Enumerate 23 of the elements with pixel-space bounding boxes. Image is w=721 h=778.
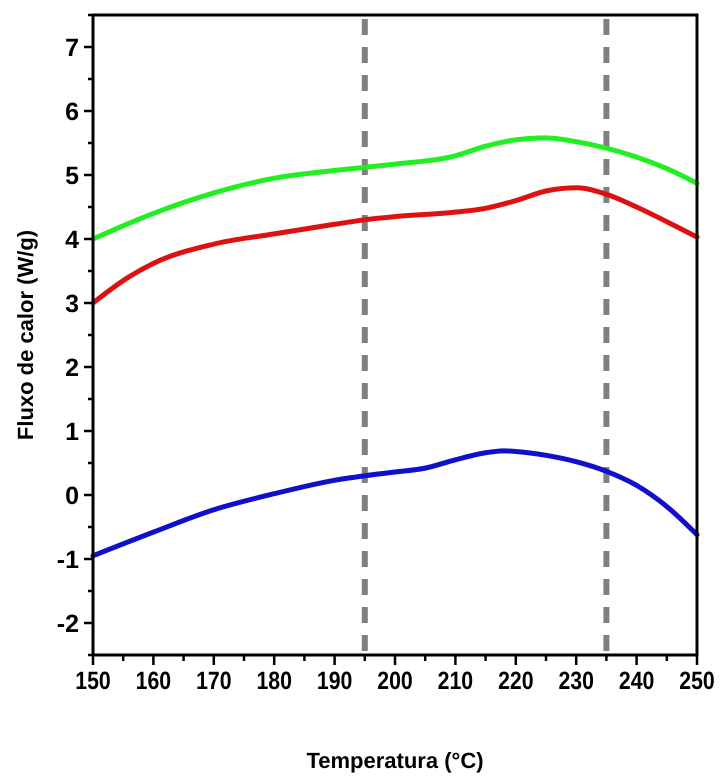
y-tick-label: -1 [56, 546, 80, 574]
y-tick-label: 2 [65, 354, 79, 382]
y-tick-label: 5 [65, 162, 80, 190]
y-tick-label: 4 [65, 226, 80, 254]
x-tick-label: 240 [618, 666, 654, 694]
x-tick-label: 160 [136, 666, 172, 694]
y-tick-label: -2 [56, 610, 79, 638]
x-tick-label: 210 [438, 666, 474, 694]
y-tick-label: 0 [65, 482, 79, 510]
x-axis-title: Temperatura (°C) [306, 748, 484, 773]
x-tick-label: 150 [75, 666, 111, 694]
x-tick-label: 180 [256, 666, 292, 694]
y-tick-label: 7 [65, 34, 79, 62]
x-tick-label: 170 [196, 666, 232, 694]
y-axis-title: Fluxo de calor (W/g) [13, 230, 38, 440]
x-tick-label: 250 [679, 666, 715, 694]
y-tick-label: 6 [65, 98, 79, 126]
x-tick-label: 220 [498, 666, 534, 694]
y-tick-label: 1 [65, 418, 80, 446]
x-tick-label: 200 [377, 666, 413, 694]
x-tick-label: 190 [316, 666, 352, 694]
y-tick-label: 3 [65, 290, 79, 318]
x-tick-label: 230 [558, 666, 594, 694]
